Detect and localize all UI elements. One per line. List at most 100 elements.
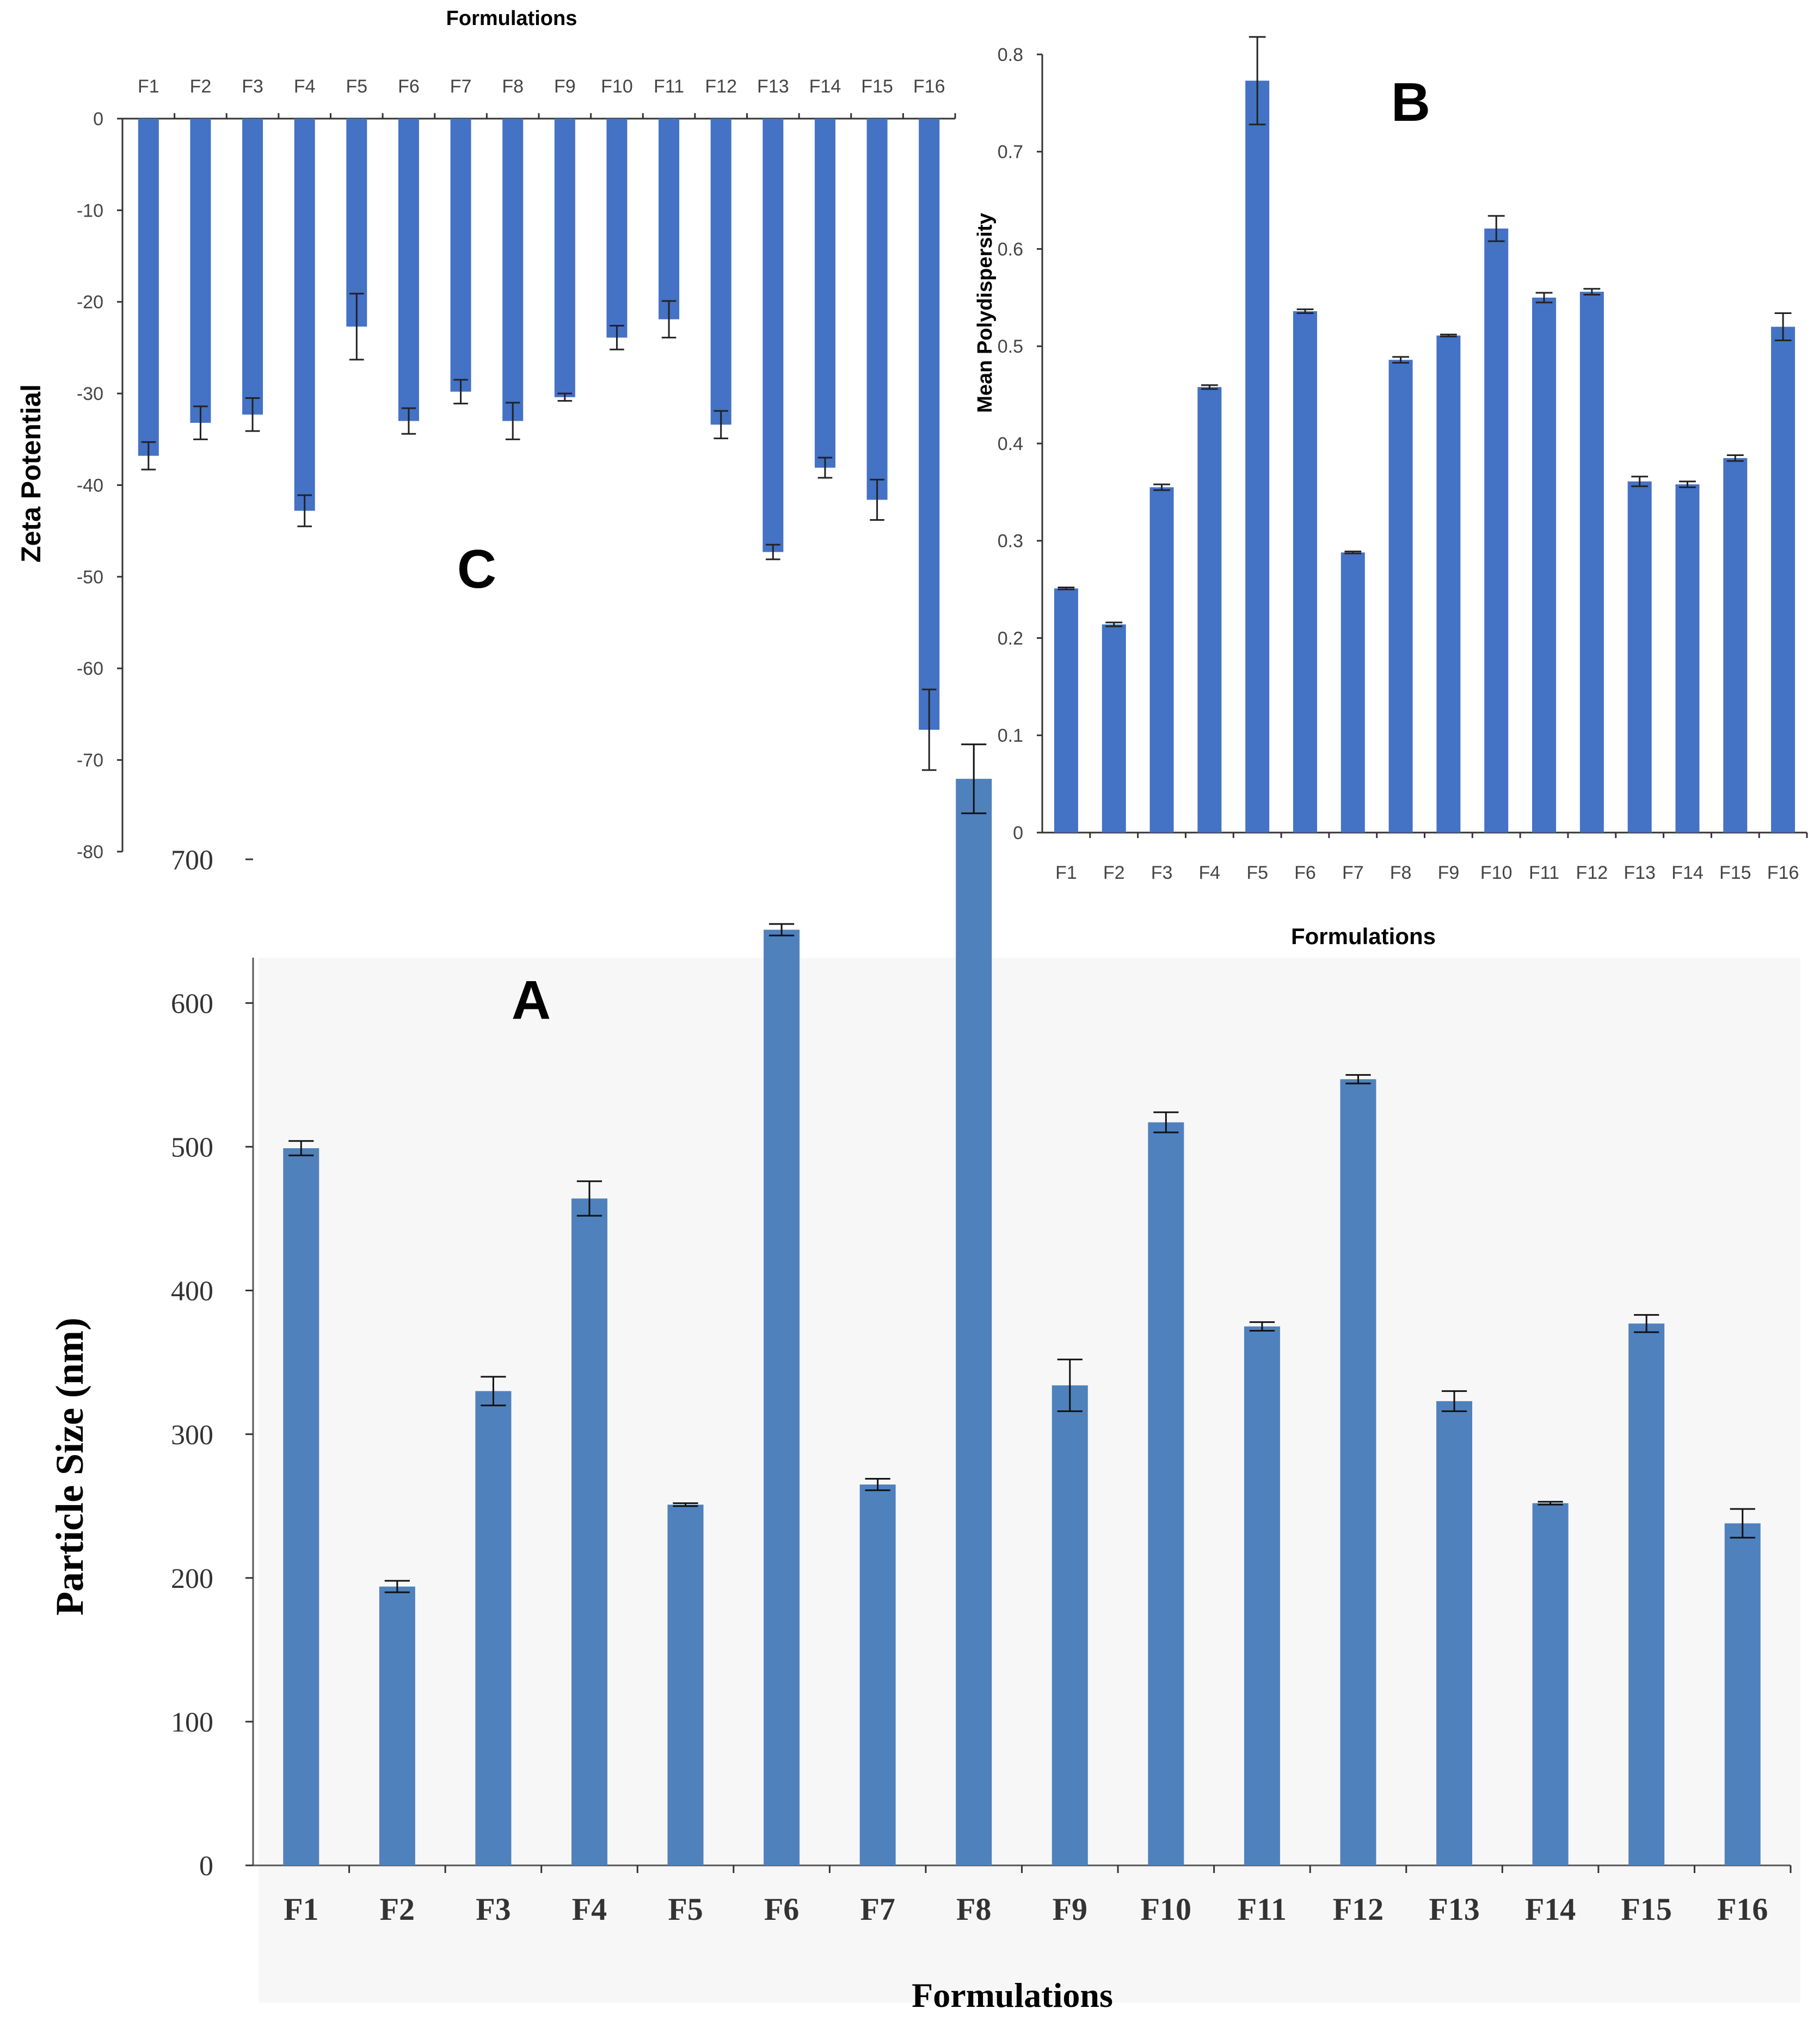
particle-size-bar <box>1148 1122 1184 1865</box>
particle-size-x-axis-title: Formulations <box>912 1976 1113 2014</box>
pdi-x-tick-label: F1 <box>1055 863 1077 883</box>
particle-size-x-tick-label: F1 <box>284 1892 318 1927</box>
zeta-x-tick-label: F1 <box>138 76 159 97</box>
pdi-x-tick-label: F12 <box>1576 863 1608 883</box>
zeta-x-tick-label: F7 <box>450 76 472 97</box>
pdi-y-tick-label: 0 <box>1013 823 1023 843</box>
zeta-x-tick-label: F12 <box>705 76 737 97</box>
pdi-bar <box>1388 360 1413 833</box>
zeta-x-axis-title: Formulations <box>446 7 577 30</box>
zeta-bar <box>190 119 211 423</box>
pdi-bar <box>1341 552 1365 833</box>
particle-size-bar <box>1340 1079 1376 1865</box>
zeta-x-tick-label: F10 <box>601 76 633 97</box>
zeta-x-tick-label: F6 <box>398 76 420 97</box>
pdi-bar <box>1197 387 1222 833</box>
particle-size-bar <box>1532 1503 1569 1865</box>
pdi-bar <box>1054 588 1078 833</box>
particle-size-x-tick-label: F13 <box>1429 1892 1479 1927</box>
zeta-bar <box>346 119 367 327</box>
zeta-bar <box>814 119 835 468</box>
pdi-bar <box>1436 335 1461 833</box>
pdi-x-tick-label: F13 <box>1624 863 1656 883</box>
pdi-x-tick-label: F4 <box>1199 863 1221 883</box>
zeta-bar <box>866 119 888 500</box>
zeta-y-axis-title: Zeta Potential <box>16 384 46 563</box>
pdi-x-tick-label: F6 <box>1294 863 1316 883</box>
pdi-y-ticks: 0 0.1 0.2 0.3 0.4 0.5 0.6 0.7 0.8 <box>998 45 1042 843</box>
zeta-x-tick-label: F8 <box>502 76 524 97</box>
particle-size-y-tick-label: 0 <box>199 1851 213 1882</box>
pdi-bar <box>1627 481 1652 833</box>
pdi-x-tick-label: F2 <box>1103 863 1125 883</box>
zeta-bar <box>659 119 680 319</box>
zeta-bar <box>763 119 784 552</box>
particle-size-bar <box>475 1391 512 1865</box>
particle-size-bar <box>1628 1323 1665 1865</box>
particle-size-y-tick-label: 300 <box>171 1420 213 1451</box>
zeta-x-tick-label: F16 <box>913 76 945 97</box>
particle-size-x-tick-label: F2 <box>380 1892 415 1927</box>
zeta-y-tick-label: -20 <box>77 292 103 313</box>
zeta-bar <box>242 119 263 415</box>
zeta-x-tick-label: F11 <box>654 76 684 97</box>
zeta-x-tick-label: F5 <box>346 76 367 97</box>
pdi-x-tick-label: F8 <box>1390 863 1412 883</box>
particle-size-bar <box>379 1586 415 1865</box>
zeta-x-tick-label: F2 <box>190 76 212 97</box>
polydispersity-chart: Formulations Mean Polydispersity B 00.10… <box>974 36 1808 949</box>
pdi-x-tick-label: F7 <box>1342 863 1364 883</box>
pdi-panel-letter: B <box>1391 72 1430 133</box>
particle-size-x-tick-label: F3 <box>476 1892 511 1927</box>
particle-size-y-axis-title: Particle Size (nm) <box>48 1317 91 1616</box>
pdi-y-tick-label: 0.5 <box>998 336 1023 357</box>
zeta-bar <box>554 119 575 397</box>
particle-size-y-tick-label: 500 <box>171 1132 213 1163</box>
particle-size-x-tick-label: F15 <box>1621 1892 1671 1927</box>
particle-size-bar <box>1436 1401 1473 1865</box>
zeta-x-tick-label: F15 <box>861 76 893 97</box>
particle-size-chart: Formulations Particle Size (nm) A 0 100 20… <box>48 743 1800 2014</box>
pdi-x-tick-label: F15 <box>1719 863 1751 883</box>
pdi-x-tick-label: F3 <box>1151 863 1173 883</box>
pdi-y-axis-title: Mean Polydispersity <box>974 213 997 412</box>
particle-size-x-tick-label: F7 <box>860 1892 895 1927</box>
particle-size-bar <box>1052 1385 1088 1865</box>
particle-size-x-tick-label: F10 <box>1141 1892 1191 1927</box>
zeta-y-tick-label: -40 <box>77 475 103 496</box>
zeta-bar <box>919 119 940 730</box>
pdi-bar <box>1149 487 1174 833</box>
particle-size-bar <box>667 1505 704 1865</box>
particle-size-y-ticks: 0 100 200 300 400 500 600 700 <box>171 845 253 1882</box>
zeta-y-tick-label: -10 <box>77 200 103 221</box>
pdi-bar <box>1484 228 1509 833</box>
particle-size-bar <box>1724 1523 1761 1865</box>
zeta-y-tick-label: 0 <box>93 109 103 130</box>
zeta-y-ticks: 0 -10 -20 -30 -40 -50 -60 -70 -80 <box>77 109 122 863</box>
pdi-x-tick-label: F10 <box>1480 863 1512 883</box>
pdi-bar <box>1293 311 1317 833</box>
particle-size-bar <box>956 779 992 1865</box>
pdi-bar <box>1532 297 1557 833</box>
pdi-y-tick-label: 0.4 <box>998 434 1023 454</box>
zeta-bar <box>138 119 159 456</box>
particle-size-y-tick-label: 700 <box>171 845 213 876</box>
pdi-y-tick-label: 0.1 <box>998 725 1023 746</box>
zeta-y-tick-label: -30 <box>77 384 103 404</box>
particle-size-x-tick-label: F8 <box>956 1892 991 1927</box>
zeta-bar <box>710 119 731 425</box>
pdi-y-tick-label: 0.8 <box>998 45 1023 65</box>
particle-size-x-tick-label: F16 <box>1717 1892 1768 1927</box>
particle-size-x-tick-label: F6 <box>764 1892 799 1927</box>
zeta-panel-letter: C <box>457 539 496 600</box>
particle-size-bar <box>1244 1326 1280 1865</box>
pdi-bar <box>1771 326 1796 833</box>
particle-size-x-tick-label: F12 <box>1333 1892 1384 1927</box>
zeta-x-tick-label: F14 <box>809 76 841 97</box>
zeta-bar <box>450 119 471 392</box>
zeta-x-ticks: F1 F2 F3 F4 F5 F6 F7 F8 F9 F10 F11 F12 F13 F14 F15 F16 <box>138 76 956 119</box>
zeta-y-tick-label: -70 <box>77 750 103 771</box>
pdi-bar <box>1723 458 1748 833</box>
pdi-bar <box>1579 292 1604 833</box>
